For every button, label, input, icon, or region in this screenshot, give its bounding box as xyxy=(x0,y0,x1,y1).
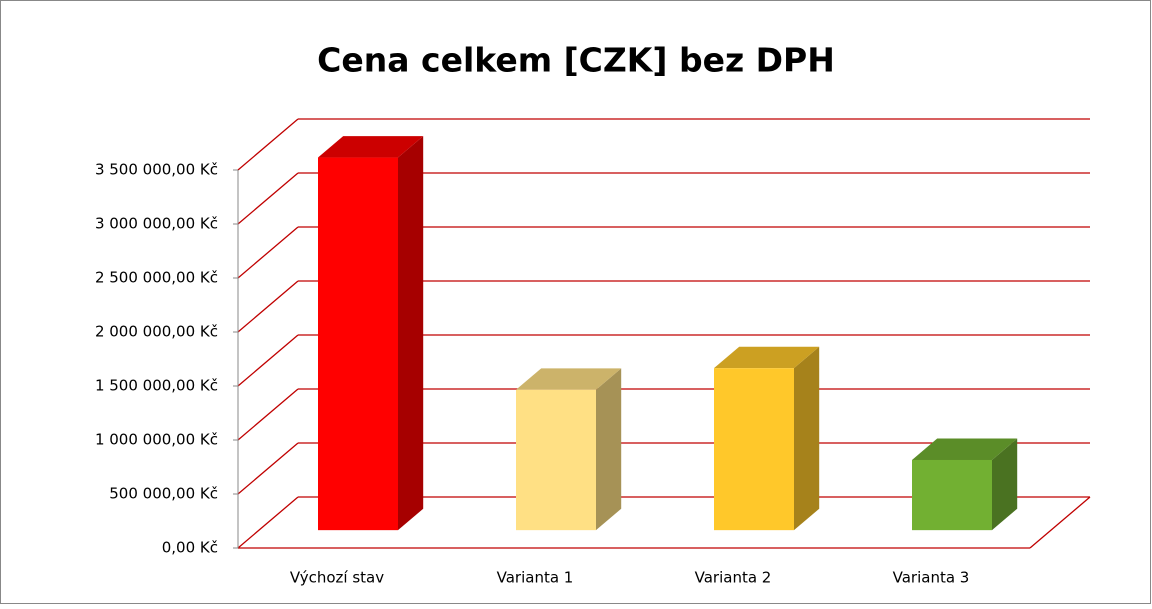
grid-line xyxy=(237,118,299,171)
y-tick-label: 3 000 000,00 Kč xyxy=(95,215,218,233)
grid-line xyxy=(237,226,299,279)
y-tick-label: 0,00 Kč xyxy=(162,539,218,557)
bar-side xyxy=(398,136,424,531)
x-tick-label: Varianta 3 xyxy=(893,569,970,587)
y-tick-label: 1 500 000,00 Kč xyxy=(95,377,218,395)
bar-side xyxy=(596,368,622,531)
x-tick-label: Výchozí stav xyxy=(290,569,384,587)
grid-line xyxy=(237,280,299,333)
y-tick-label: 1 000 000,00 Kč xyxy=(95,431,218,449)
bar xyxy=(714,368,794,531)
bar-side xyxy=(992,438,1018,531)
bar-top xyxy=(516,368,622,390)
bar xyxy=(516,389,596,531)
y-tick-label: 3 500 000,00 Kč xyxy=(95,161,218,179)
x-tick-label: Varianta 2 xyxy=(695,569,772,587)
y-tick-label: 2 000 000,00 Kč xyxy=(95,323,218,341)
bar xyxy=(318,157,398,531)
chart-title: Cena celkem [CZK] bez DPH xyxy=(317,41,835,80)
grid-line xyxy=(237,496,299,549)
grid-line xyxy=(237,172,299,225)
bar-side xyxy=(794,346,820,531)
floor-edge xyxy=(1029,496,1091,549)
grid-line xyxy=(237,388,299,441)
y-tick-label: 2 500 000,00 Kč xyxy=(95,269,218,287)
bar-top xyxy=(912,438,1018,460)
x-tick-label: Varianta 1 xyxy=(497,569,574,587)
bar xyxy=(912,459,992,531)
grid-line xyxy=(237,442,299,495)
bar-top xyxy=(714,346,820,369)
y-tick-label: 500 000,00 Kč xyxy=(109,485,218,503)
bar-top xyxy=(318,136,424,158)
grid-line xyxy=(237,334,299,387)
